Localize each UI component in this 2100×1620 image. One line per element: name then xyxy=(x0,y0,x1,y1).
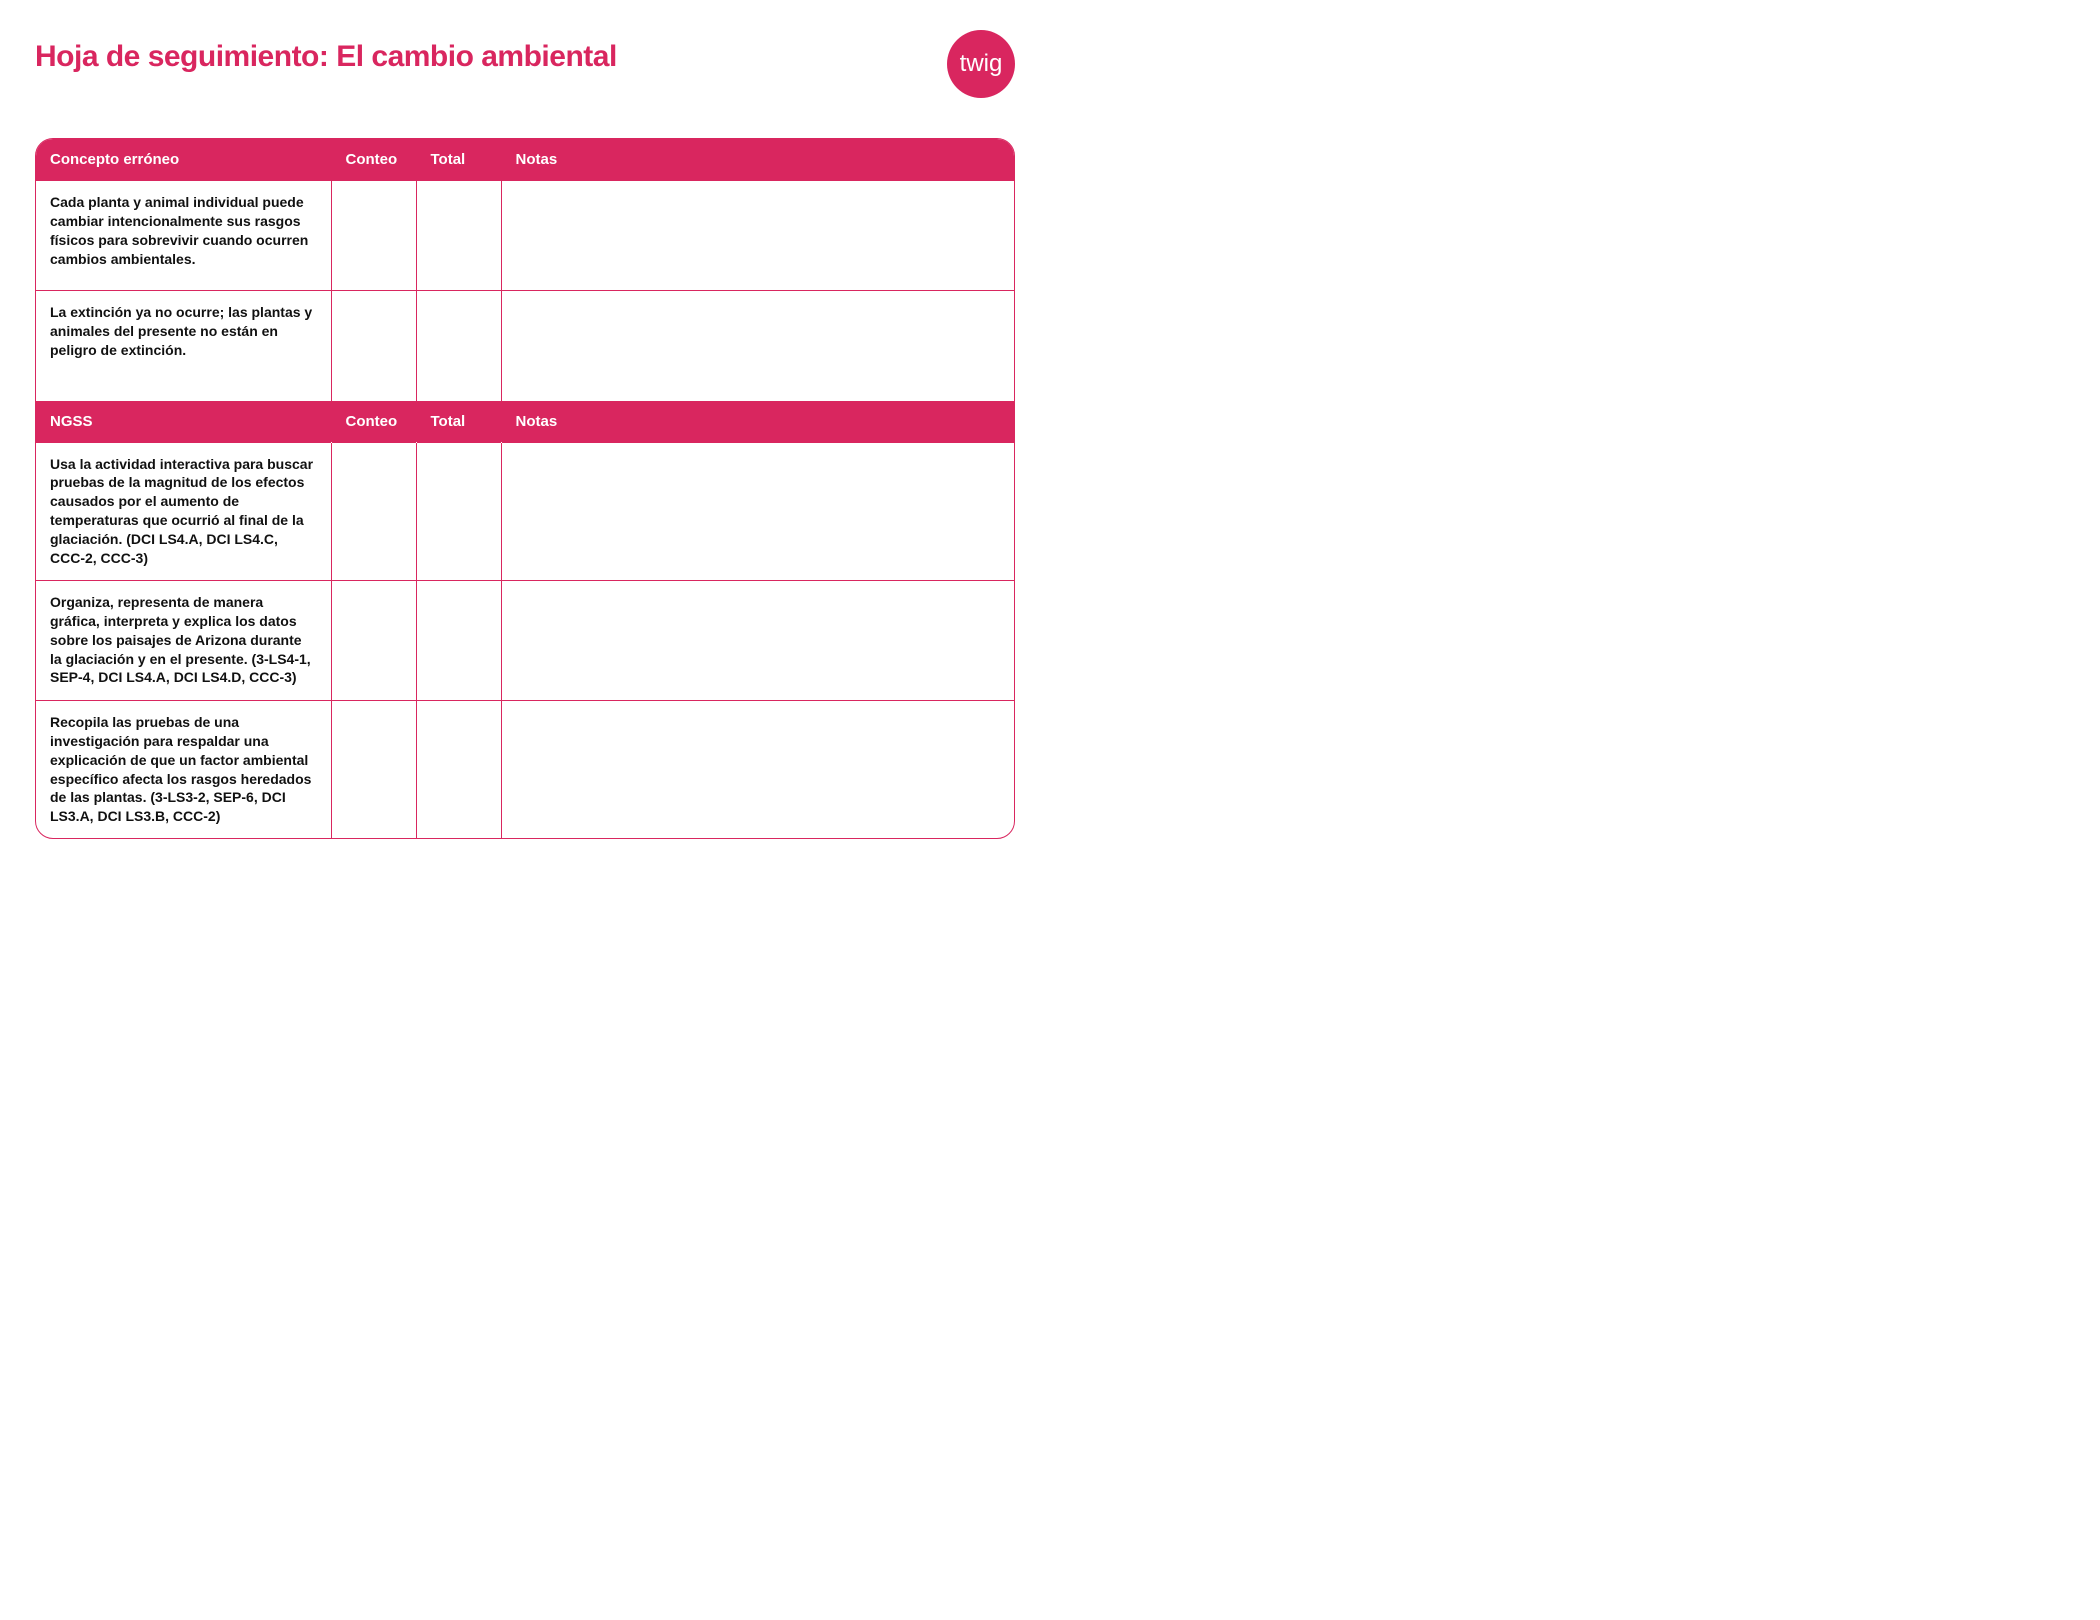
count-cell[interactable] xyxy=(331,580,416,700)
col-header-concept: Concepto erróneo xyxy=(36,139,331,181)
notes-cell[interactable] xyxy=(501,442,1014,580)
count-cell[interactable] xyxy=(331,291,416,401)
count-cell[interactable] xyxy=(331,700,416,838)
twig-logo: twig xyxy=(947,30,1015,98)
table-row: Cada planta y animal individual puede ca… xyxy=(36,181,1014,291)
col-header-notes: Notas xyxy=(501,401,1014,443)
table-row: La extinción ya no ocurre; las plantas y… xyxy=(36,291,1014,401)
col-header-total: Total xyxy=(416,401,501,443)
section1-header-row: Concepto erróneo Conteo Total Notas xyxy=(36,139,1014,181)
tracking-table: Concepto erróneo Conteo Total Notas Cada… xyxy=(35,138,1015,839)
count-cell[interactable] xyxy=(331,181,416,291)
total-cell[interactable] xyxy=(416,580,501,700)
col-header-count: Conteo xyxy=(331,139,416,181)
page-title: Hoja de seguimiento: El cambio ambiental xyxy=(35,40,617,74)
col-header-total: Total xyxy=(416,139,501,181)
col-header-count: Conteo xyxy=(331,401,416,443)
col-header-ngss: NGSS xyxy=(36,401,331,443)
total-cell[interactable] xyxy=(416,700,501,838)
concept-cell: Recopila las pruebas de una investigació… xyxy=(36,700,331,838)
count-cell[interactable] xyxy=(331,442,416,580)
table-row: Usa la actividad interactiva para buscar… xyxy=(36,442,1014,580)
concept-cell: La extinción ya no ocurre; las plantas y… xyxy=(36,291,331,401)
col-header-notes: Notas xyxy=(501,139,1014,181)
concept-cell: Cada planta y animal individual puede ca… xyxy=(36,181,331,291)
table-row: Organiza, representa de manera gráfica, … xyxy=(36,580,1014,700)
total-cell[interactable] xyxy=(416,291,501,401)
logo-text: twig xyxy=(960,50,1003,78)
concept-cell: Organiza, representa de manera gráfica, … xyxy=(36,580,331,700)
notes-cell[interactable] xyxy=(501,580,1014,700)
page-header: Hoja de seguimiento: El cambio ambiental… xyxy=(35,40,1015,98)
notes-cell[interactable] xyxy=(501,291,1014,401)
section2-header-row: NGSS Conteo Total Notas xyxy=(36,401,1014,443)
total-cell[interactable] xyxy=(416,442,501,580)
total-cell[interactable] xyxy=(416,181,501,291)
notes-cell[interactable] xyxy=(501,181,1014,291)
table-row: Recopila las pruebas de una investigació… xyxy=(36,700,1014,838)
concept-cell: Usa la actividad interactiva para buscar… xyxy=(36,442,331,580)
notes-cell[interactable] xyxy=(501,700,1014,838)
